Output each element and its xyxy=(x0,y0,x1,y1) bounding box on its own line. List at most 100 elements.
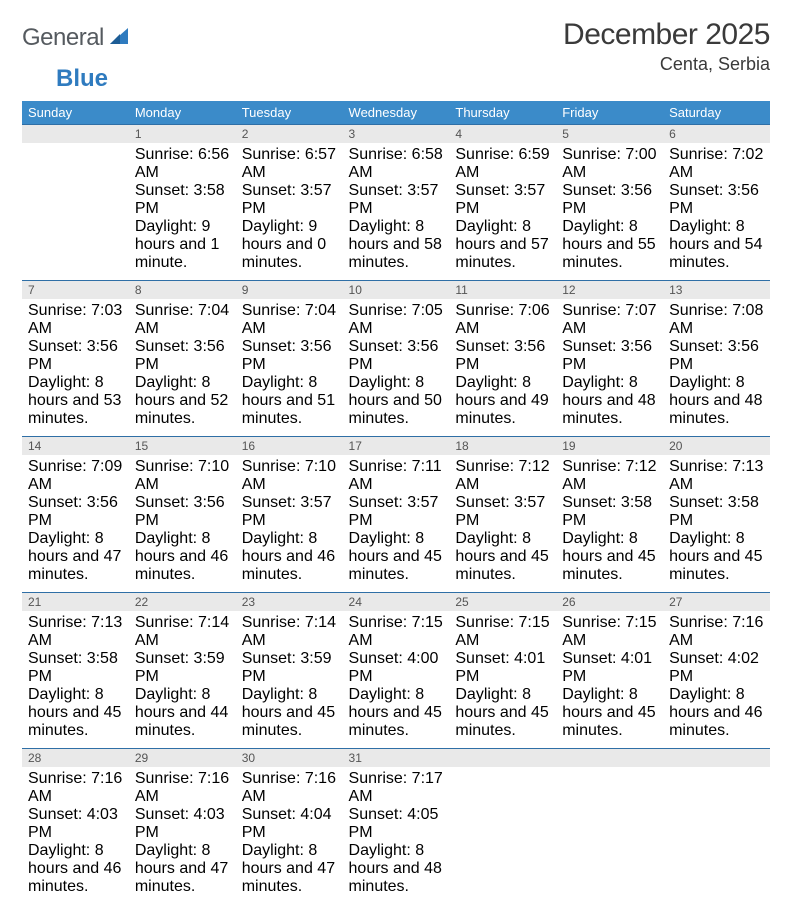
day-number-cell: 13 xyxy=(663,281,770,300)
day-number-cell: 7 xyxy=(22,281,129,300)
sunset-text: Sunset: 3:59 PM xyxy=(242,650,337,686)
day-number-cell: 8 xyxy=(129,281,236,300)
daylight-text: Daylight: 8 hours and 48 minutes. xyxy=(349,842,444,896)
day-number-cell: 9 xyxy=(236,281,343,300)
daylight-text: Daylight: 8 hours and 51 minutes. xyxy=(242,374,337,428)
sunset-text: Sunset: 3:57 PM xyxy=(349,494,444,530)
day-number-cell: 2 xyxy=(236,125,343,144)
sunset-text: Sunset: 3:57 PM xyxy=(455,182,550,218)
sunrise-text: Sunrise: 6:58 AM xyxy=(349,146,444,182)
sunset-text: Sunset: 3:58 PM xyxy=(135,182,230,218)
daylight-text: Daylight: 8 hours and 44 minutes. xyxy=(135,686,230,740)
sunset-text: Sunset: 3:56 PM xyxy=(669,182,764,218)
day-number-cell: 1 xyxy=(129,125,236,144)
day-cell: Sunrise: 7:06 AMSunset: 3:56 PMDaylight:… xyxy=(449,299,556,437)
day-cell: Sunrise: 7:04 AMSunset: 3:56 PMDaylight:… xyxy=(236,299,343,437)
daylight-text: Daylight: 8 hours and 45 minutes. xyxy=(562,686,657,740)
day-number-cell: 17 xyxy=(343,437,450,456)
day-cell: Sunrise: 7:16 AMSunset: 4:03 PMDaylight:… xyxy=(22,767,129,904)
daylight-text: Daylight: 8 hours and 50 minutes. xyxy=(349,374,444,428)
sunrise-text: Sunrise: 7:06 AM xyxy=(455,302,550,338)
day-number-cell: 21 xyxy=(22,593,129,612)
day-cell: Sunrise: 7:05 AMSunset: 3:56 PMDaylight:… xyxy=(343,299,450,437)
day-cell: Sunrise: 7:13 AMSunset: 3:58 PMDaylight:… xyxy=(663,455,770,593)
day-number-cell: 22 xyxy=(129,593,236,612)
sunrise-text: Sunrise: 6:56 AM xyxy=(135,146,230,182)
sunrise-text: Sunrise: 7:04 AM xyxy=(135,302,230,338)
sunset-text: Sunset: 3:58 PM xyxy=(669,494,764,530)
day-number-cell xyxy=(556,749,663,768)
day-number-cell: 5 xyxy=(556,125,663,144)
day-number-cell: 24 xyxy=(343,593,450,612)
sunset-text: Sunset: 3:57 PM xyxy=(349,182,444,218)
day-cell: Sunrise: 6:56 AMSunset: 3:58 PMDaylight:… xyxy=(129,143,236,281)
day-number-cell: 14 xyxy=(22,437,129,456)
day-cell: Sunrise: 7:10 AMSunset: 3:57 PMDaylight:… xyxy=(236,455,343,593)
col-thursday: Thursday xyxy=(449,101,556,125)
day-number-cell: 12 xyxy=(556,281,663,300)
sunset-text: Sunset: 3:56 PM xyxy=(28,338,123,374)
day-number-cell: 10 xyxy=(343,281,450,300)
day-cell: Sunrise: 7:09 AMSunset: 3:56 PMDaylight:… xyxy=(22,455,129,593)
day-number-cell: 28 xyxy=(22,749,129,768)
sunrise-text: Sunrise: 7:09 AM xyxy=(28,458,123,494)
day-cell xyxy=(556,767,663,904)
sunrise-text: Sunrise: 7:16 AM xyxy=(28,770,123,806)
logo: General xyxy=(22,18,132,52)
day-cell xyxy=(663,767,770,904)
sunrise-text: Sunrise: 7:07 AM xyxy=(562,302,657,338)
day-number-cell: 30 xyxy=(236,749,343,768)
sunrise-text: Sunrise: 7:10 AM xyxy=(135,458,230,494)
sunset-text: Sunset: 4:03 PM xyxy=(28,806,123,842)
sunrise-text: Sunrise: 7:13 AM xyxy=(28,614,123,650)
sunset-text: Sunset: 3:58 PM xyxy=(28,650,123,686)
title-block: December 2025 Centa, Serbia xyxy=(563,18,770,75)
day-number-cell: 23 xyxy=(236,593,343,612)
daylight-text: Daylight: 8 hours and 46 minutes. xyxy=(669,686,764,740)
sunset-text: Sunset: 3:56 PM xyxy=(669,338,764,374)
sunset-text: Sunset: 3:57 PM xyxy=(242,182,337,218)
daylight-text: Daylight: 8 hours and 45 minutes. xyxy=(28,686,123,740)
sunset-text: Sunset: 3:58 PM xyxy=(562,494,657,530)
sunrise-text: Sunrise: 7:03 AM xyxy=(28,302,123,338)
sunset-text: Sunset: 4:01 PM xyxy=(562,650,657,686)
day-number-cell: 20 xyxy=(663,437,770,456)
daylight-text: Daylight: 8 hours and 55 minutes. xyxy=(562,218,657,272)
day-number-cell: 31 xyxy=(343,749,450,768)
sunset-text: Sunset: 4:05 PM xyxy=(349,806,444,842)
daylight-text: Daylight: 8 hours and 45 minutes. xyxy=(562,530,657,584)
col-friday: Friday xyxy=(556,101,663,125)
daylight-text: Daylight: 8 hours and 48 minutes. xyxy=(562,374,657,428)
daylight-text: Daylight: 8 hours and 48 minutes. xyxy=(669,374,764,428)
sunset-text: Sunset: 3:56 PM xyxy=(349,338,444,374)
day-cell: Sunrise: 7:00 AMSunset: 3:56 PMDaylight:… xyxy=(556,143,663,281)
daylight-text: Daylight: 8 hours and 45 minutes. xyxy=(349,686,444,740)
sunrise-text: Sunrise: 7:17 AM xyxy=(349,770,444,806)
week-content-row: Sunrise: 7:16 AMSunset: 4:03 PMDaylight:… xyxy=(22,767,770,904)
week-content-row: Sunrise: 7:03 AMSunset: 3:56 PMDaylight:… xyxy=(22,299,770,437)
daylight-text: Daylight: 8 hours and 52 minutes. xyxy=(135,374,230,428)
daylight-text: Daylight: 8 hours and 53 minutes. xyxy=(28,374,123,428)
sunrise-text: Sunrise: 7:14 AM xyxy=(242,614,337,650)
day-number-cell: 27 xyxy=(663,593,770,612)
day-number-cell xyxy=(22,125,129,144)
col-sunday: Sunday xyxy=(22,101,129,125)
col-tuesday: Tuesday xyxy=(236,101,343,125)
day-header-row: Sunday Monday Tuesday Wednesday Thursday… xyxy=(22,101,770,125)
sunset-text: Sunset: 3:57 PM xyxy=(242,494,337,530)
day-number-cell: 19 xyxy=(556,437,663,456)
sunrise-text: Sunrise: 7:00 AM xyxy=(562,146,657,182)
sunset-text: Sunset: 4:03 PM xyxy=(135,806,230,842)
month-year: December 2025 xyxy=(563,18,770,52)
day-cell: Sunrise: 7:12 AMSunset: 3:58 PMDaylight:… xyxy=(556,455,663,593)
day-cell xyxy=(449,767,556,904)
daylight-text: Daylight: 8 hours and 58 minutes. xyxy=(349,218,444,272)
week-content-row: Sunrise: 7:09 AMSunset: 3:56 PMDaylight:… xyxy=(22,455,770,593)
sunrise-text: Sunrise: 7:15 AM xyxy=(562,614,657,650)
day-cell: Sunrise: 7:15 AMSunset: 4:00 PMDaylight:… xyxy=(343,611,450,749)
day-number-cell: 15 xyxy=(129,437,236,456)
day-number-cell xyxy=(663,749,770,768)
daylight-text: Daylight: 8 hours and 49 minutes. xyxy=(455,374,550,428)
sunset-text: Sunset: 3:56 PM xyxy=(562,338,657,374)
col-wednesday: Wednesday xyxy=(343,101,450,125)
